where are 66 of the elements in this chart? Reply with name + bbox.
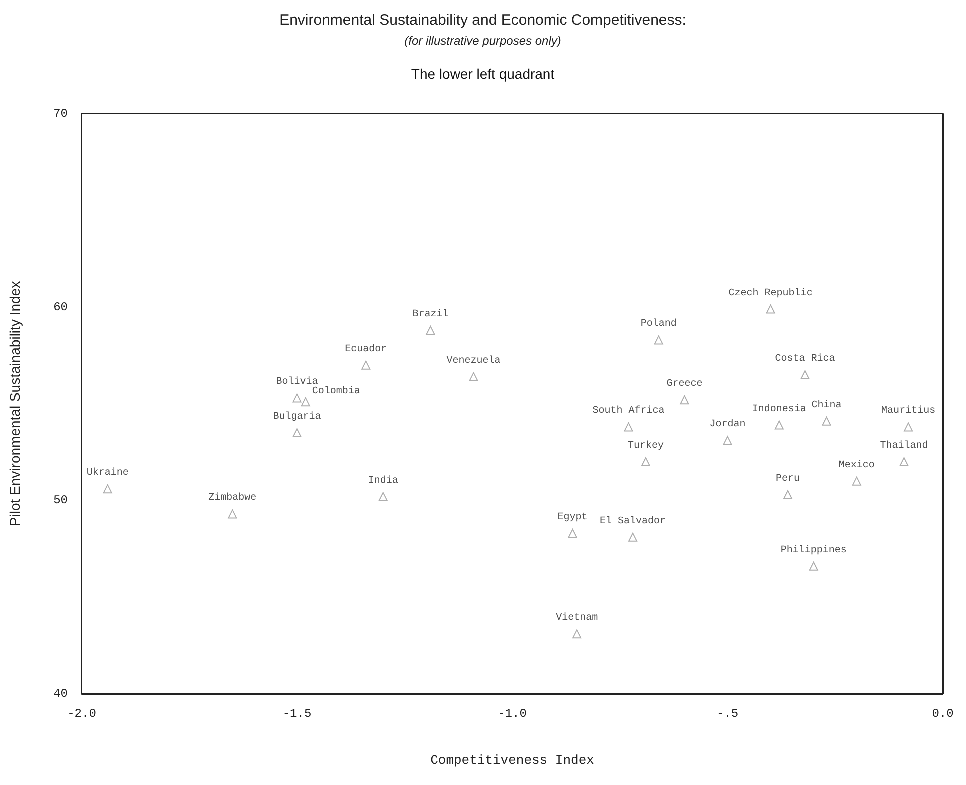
- point: [852, 476, 862, 486]
- x-tick-label: -1.0: [498, 707, 527, 721]
- series-label: Jordan: [710, 418, 746, 431]
- point: [641, 458, 650, 466]
- series-label: Bolivia: [276, 376, 318, 388]
- point: [469, 372, 478, 382]
- point: [228, 510, 238, 519]
- point: [723, 436, 732, 446]
- series-label: Czech Republic: [728, 287, 813, 300]
- point: [628, 532, 638, 542]
- point: [568, 529, 578, 538]
- point: [822, 416, 832, 426]
- series-label: Venezuela: [446, 354, 501, 367]
- x-axis-title: Competitiveness Index: [430, 753, 595, 768]
- series-label: Mauritius: [882, 405, 936, 418]
- series-label: Egypt: [558, 512, 588, 524]
- point: [426, 326, 436, 336]
- series-label: Bulgaria: [273, 411, 322, 423]
- series-label: South Africa: [592, 405, 665, 418]
- y-tick-label: 70: [54, 107, 68, 121]
- chart-title: Environmental Sustainability and Economic Competitiveness:: [280, 12, 686, 29]
- point: [784, 490, 793, 500]
- point: [904, 422, 914, 432]
- x-tick-label: -2.0: [68, 707, 96, 721]
- point: [680, 396, 690, 405]
- point: [809, 562, 818, 571]
- series-label: Costa Rica: [775, 353, 836, 365]
- point: [301, 398, 310, 407]
- point: [378, 492, 388, 502]
- series-label: Colombia: [312, 386, 360, 398]
- x-tick-label: -1.5: [282, 707, 312, 721]
- series-label: Zimbabwe: [208, 492, 257, 504]
- series-label: El Salvador: [600, 515, 666, 528]
- point: [800, 370, 810, 380]
- point: [103, 484, 112, 494]
- series-label: Indonesia: [752, 403, 806, 416]
- series-label: India: [368, 474, 398, 487]
- series-label: Thailand: [880, 440, 928, 452]
- point: [292, 394, 302, 403]
- point: [900, 458, 909, 466]
- x-tick-label: 0.0: [932, 707, 954, 721]
- point: [572, 630, 582, 639]
- series-label: Ecuador: [345, 343, 388, 356]
- series-label: China: [812, 399, 842, 412]
- x-tick-label: -.5: [716, 707, 739, 721]
- point: [624, 422, 634, 432]
- series-label: Mexico: [838, 459, 875, 472]
- point: [654, 336, 664, 345]
- series-label: Brazil: [412, 308, 449, 321]
- y-tick-label: 50: [54, 494, 68, 508]
- series-label: Ukraine: [86, 467, 129, 480]
- series-label: Vietnam: [556, 612, 598, 624]
- y-tick-label: 40: [54, 687, 68, 701]
- series-label: Peru: [776, 474, 800, 485]
- point: [292, 428, 302, 438]
- chart-subtitle: (for illustrative purposes only): [404, 34, 562, 48]
- y-axis-title: Pilot Environmental Sustainability Index: [7, 281, 23, 527]
- text: The lower left quadrant: [411, 66, 555, 82]
- point: [766, 304, 776, 314]
- series-label: Greece: [666, 379, 703, 390]
- point: [774, 420, 784, 430]
- y-tick-label: 60: [54, 300, 68, 314]
- series-label: Philippines: [780, 544, 847, 556]
- point: [362, 360, 371, 370]
- series-label: Poland: [640, 318, 677, 330]
- series-label: Turkey: [628, 440, 664, 452]
